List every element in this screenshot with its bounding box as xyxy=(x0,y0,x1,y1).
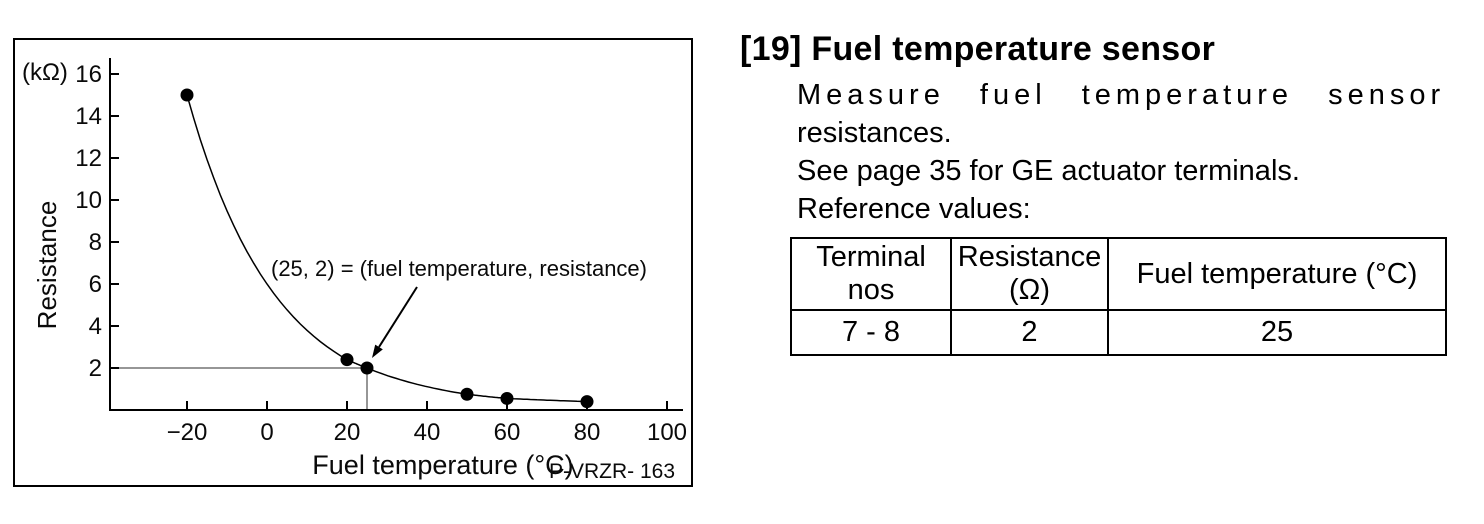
y-tick-label: 6 xyxy=(89,271,102,298)
x-tick-label: 20 xyxy=(334,419,361,446)
y-axis-unit-label: (kΩ) xyxy=(22,59,68,86)
x-tick-label: 80 xyxy=(574,419,601,446)
data-point xyxy=(460,387,474,401)
body-line-see-page: See page 35 for GE actuator terminals. xyxy=(797,155,1300,187)
data-point xyxy=(500,391,514,405)
data-point xyxy=(580,395,594,409)
data-point xyxy=(340,353,354,367)
col-header-terminal-line2: nos xyxy=(847,274,895,306)
text-panel: [19] Fuel temperature sensor Measure fue… xyxy=(740,30,1454,356)
highlight-reference-lines xyxy=(110,367,368,410)
y-axis-title: Resistance xyxy=(32,201,62,330)
table-header-row: Terminal nos Resistance (Ω) Fuel tempera… xyxy=(790,237,1447,311)
annotation-arrow xyxy=(378,286,418,348)
section-body: Measure fuel temperature sensor resistan… xyxy=(797,76,1454,228)
data-point xyxy=(180,88,194,102)
data-point xyxy=(360,361,374,375)
body-line-measure: Measure fuel temperature sensor xyxy=(797,79,1446,111)
x-tick-label: 100 xyxy=(647,419,687,446)
cell-fuel-temperature: 25 xyxy=(1107,309,1447,356)
cell-resistance: 2 xyxy=(950,309,1109,356)
y-tick-label: 16 xyxy=(75,61,102,88)
body-line-resistances: resistances. xyxy=(797,117,952,149)
col-header-resistance-line1: Resistance xyxy=(957,241,1102,273)
reference-values-table: Terminal nos Resistance (Ω) Fuel tempera… xyxy=(790,237,1447,356)
figure-code: P-VRZR- 163 xyxy=(549,460,675,483)
body-line-reference-values: Reference values: xyxy=(797,193,1031,225)
point-annotation: (25, 2) = (fuel temperature, resistance) xyxy=(271,256,647,281)
annotation-arrowhead xyxy=(372,344,383,358)
section-heading: [19] Fuel temperature sensor xyxy=(740,30,1216,68)
x-tick-label: −20 xyxy=(167,419,208,446)
col-header-resistance: Resistance (Ω) xyxy=(950,237,1109,311)
y-tick-label: 4 xyxy=(89,313,102,340)
y-tick-label: 12 xyxy=(75,145,102,172)
y-tick-label: 14 xyxy=(75,103,102,130)
x-tick-label: 0 xyxy=(260,419,273,446)
table-row: 7 - 8 2 25 xyxy=(790,309,1447,356)
x-axis-title: Fuel temperature (°C) xyxy=(312,450,573,480)
col-header-terminal-nos: Terminal nos xyxy=(790,237,952,311)
x-tick-label: 60 xyxy=(494,419,521,446)
chart-generated: 2 4 6 8 10 12 14 16 −20 0 20 40 60 80 100 xyxy=(75,58,687,446)
col-header-terminal-line1: Terminal xyxy=(816,241,926,273)
cell-terminal-nos: 7 - 8 xyxy=(790,309,952,356)
chart-panel: 2 4 6 8 10 12 14 16 −20 0 20 40 60 80 100 (kΩ) Resista… xyxy=(13,38,693,487)
y-tick-label: 2 xyxy=(89,355,102,382)
col-header-fuel-temperature-line1: Fuel temperature (°C) xyxy=(1136,257,1418,290)
col-header-resistance-line2: (Ω) xyxy=(1009,274,1050,306)
x-tick-label: 40 xyxy=(414,419,441,446)
col-header-fuel-temperature: Fuel temperature (°C) xyxy=(1107,237,1447,311)
chart-svg: 2 4 6 8 10 12 14 16 −20 0 20 40 60 80 100 (kΩ) Resista… xyxy=(22,58,687,483)
y-tick-label: 8 xyxy=(89,229,102,256)
y-tick-label: 10 xyxy=(75,187,102,214)
resistance-curve xyxy=(186,94,588,403)
